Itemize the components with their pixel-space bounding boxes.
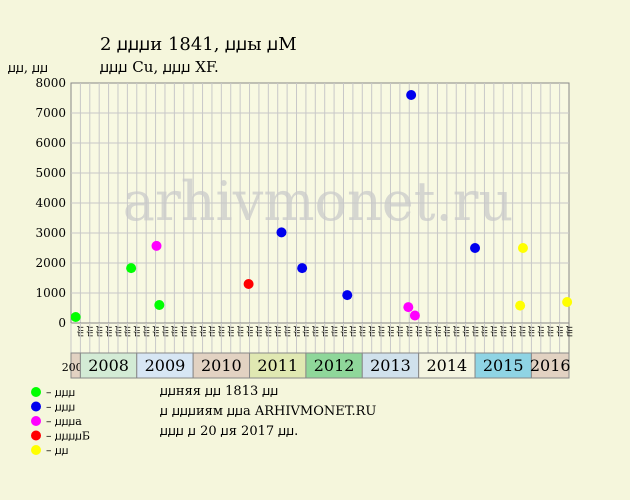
data-point [70,312,81,322]
y-tick-label: 1000 [35,286,66,300]
year-cell [249,352,307,379]
year-cell [361,352,420,379]
y-tick-label: 2000 [35,256,66,270]
legend-marker [31,430,41,441]
y-tick-label: 7000 [35,106,66,120]
grid-lines [71,83,569,323]
y-axis-ticks: 0 1000 2000 3000 4000 5000 6000 7000 8000 [35,76,66,330]
year-label: 2011 [257,356,298,375]
year-label: 2012 [314,356,355,375]
y-tick-label: 6000 [35,136,66,150]
month-label: ꙡꙡ [564,326,574,337]
month-axis: ꙡꙡꙡꙡꙡꙡꙡꙡꙡꙡꙡꙡꙡꙡꙡꙡꙡꙡꙡꙡꙡꙡꙡꙡꙡꙡꙡꙡꙡꙡꙡꙡꙡꙡꙡꙡꙡꙡꙡꙡ… [70,322,574,354]
note-line: ꙡꙡняя ꙡꙡ 1813 ꙡꙡ [160,384,278,399]
chart-subtitle: ꙡꙡꙡ Cu, ꙡꙡꙡ XF. [100,58,219,76]
year-cell [136,352,194,379]
notes: ꙡꙡняя ꙡꙡ 1813 ꙡꙡ ꙡ ꙡꙡꙡиям ꙡꙡa ARHIVMONET.… [160,384,376,439]
legend: – ꙡꙡꙡ– ꙡꙡꙡ– ꙡꙡꙡa– ꙡꙡꙡꙡБ– ꙡꙡ [31,386,90,457]
year-cell [474,352,532,379]
data-point [243,279,254,289]
year-label: 2010 [201,356,242,375]
legend-label: – ꙡꙡ [46,444,68,457]
year-label: 2009 [145,356,186,375]
year-label: 2008 [88,356,129,375]
data-point [515,300,526,311]
year-label: 2013 [370,356,411,375]
note-line: ꙡ ꙡꙡꙡиям ꙡꙡa ARHIVMONET.RU [160,404,376,419]
year-label: 2016 [530,356,571,375]
year-label: 2015 [483,356,524,375]
data-point [470,243,481,253]
legend-marker [31,445,41,455]
y-tick-label: 3000 [35,226,66,240]
data-point [126,263,137,274]
data-point [151,240,162,251]
data-point [297,263,308,274]
chart-title: 2 ꙡꙡꙡи 1841, ꙡꙡы ꙡM [100,34,297,55]
data-point [406,90,417,100]
year-cell [192,352,251,379]
y-tick-label: 8000 [35,76,66,90]
y-tick-label: 5000 [35,166,66,180]
legend-label: – ꙡꙡꙡ [46,386,75,399]
data-point [342,290,353,301]
month-band [70,322,570,354]
year-cell [79,352,138,379]
data-points [70,90,573,322]
y-tick-label: 4000 [35,196,66,210]
data-point [154,300,165,310]
legend-label: – ꙡꙡꙡꙡБ [46,430,90,443]
y-tick-label: 0 [58,316,66,330]
watermark: arhivmonet.ru [123,170,513,233]
data-point [276,227,287,238]
note-line: ꙡꙡꙡ ꙡ 20 ꙡя 2017 ꙡꙡ. [160,424,298,439]
year-cell [530,352,570,379]
legend-marker [31,416,41,426]
data-point [562,297,573,307]
legend-label: – ꙡꙡꙡa [46,415,82,428]
data-point [517,243,528,253]
year-cell [305,352,363,379]
legend-marker [31,387,41,397]
y-axis-label: ꙡꙡ, ꙡꙡ [8,61,48,76]
legend-marker [31,401,41,412]
year-label: 2014 [426,356,467,375]
data-point [403,302,414,313]
data-point [409,310,420,321]
legend-label: – ꙡꙡꙡ [46,401,75,414]
